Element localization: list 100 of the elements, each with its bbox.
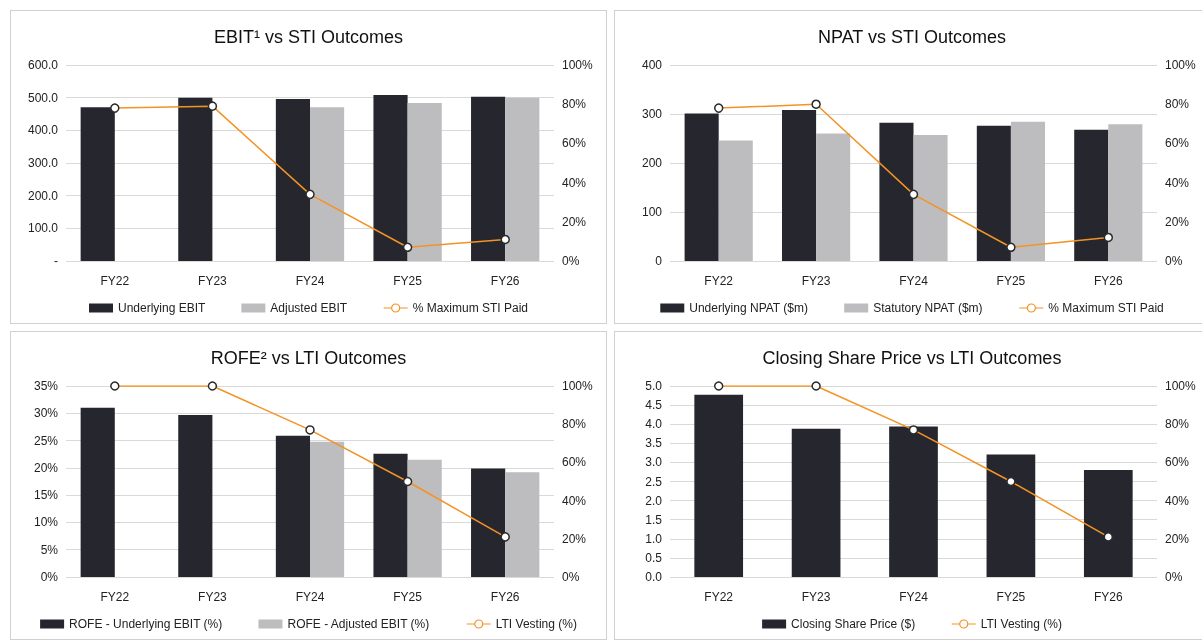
y2-tick-label: 80% [1165,417,1190,432]
bar [718,140,753,261]
y-tick-label: 35% [33,379,59,393]
bar [407,459,442,577]
y-tick-label: 15% [33,488,59,503]
y-tick-label: 500.0 [27,90,59,105]
x-tick-label: FY26 [1093,590,1123,604]
y-tick-label: 0 [655,254,663,268]
bar [816,133,851,261]
y2-tick-label: 100% [1165,58,1197,72]
legend-label: ROFE - Adjusted EBIT (%) [287,617,430,631]
legend-label: Adjusted EBIT [270,301,348,315]
y-tick-label: 400 [641,58,663,72]
x-tick-label: FY24 [295,274,325,288]
x-tick-label: FY22 [100,590,130,604]
x-tick-label: FY26 [490,274,520,288]
chart-title: Closing Share Price vs LTI Outcomes [762,348,1062,368]
y2-tick-label: 60% [1165,455,1190,470]
legend-label: Underlying NPAT ($m) [689,301,808,315]
x-tick-label: FY22 [704,590,734,604]
y-tick-label: 4.5 [645,398,663,413]
y2-tick-label: 40% [562,175,587,190]
y-tick-label: 2.5 [645,474,663,489]
y-tick-label: 1.5 [645,512,663,527]
legend-label: LTI Vesting (%) [495,617,577,631]
y-tick-label: 10% [33,515,59,530]
y2-tick-label: 60% [562,136,587,151]
y2-tick-label: 100% [1165,379,1197,393]
x-tick-label: FY26 [490,590,520,604]
y2-tick-label: 80% [1165,97,1190,112]
y-tick-label: 5% [40,542,59,557]
y-tick-label: 200 [641,156,663,170]
x-tick-label: FY22 [704,274,734,288]
bar [889,426,938,577]
bar [1074,129,1109,261]
y-tick-label: 400.0 [27,123,59,138]
y-tick-label: 100 [641,205,663,219]
x-tick-label: FY25 [393,590,423,604]
x-tick-label: FY25 [393,274,423,288]
x-tick-label: FY23 [198,274,228,288]
y2-tick-label: 0% [1165,570,1183,584]
y2-tick-label: 100% [562,379,594,393]
y2-tick-label: 60% [562,455,587,470]
y2-tick-label: 0% [1165,254,1183,268]
bar [505,472,540,577]
y-tick-label: 20% [33,460,59,475]
bar [986,454,1036,577]
x-tick-label: FY23 [801,590,831,604]
bar [1108,124,1143,261]
x-tick-label: FY24 [295,590,325,604]
y-tick-label: 300 [641,107,663,121]
bar [310,441,345,577]
x-tick-label: FY24 [899,274,929,288]
y2-tick-label: 60% [1165,136,1190,151]
y-tick-label: 5.0 [645,379,663,393]
y-tick-label: 25% [33,433,59,448]
y2-tick-label: 20% [1165,531,1190,546]
y2-tick-label: 40% [562,493,587,508]
legend-label: % Maximum STI Paid [1048,301,1164,315]
x-tick-label: FY23 [198,590,228,604]
x-tick-label: FY23 [801,274,831,288]
y-tick-label: 600.0 [27,58,59,72]
bar [1083,470,1133,577]
x-tick-label: FY25 [996,274,1026,288]
y2-tick-label: 20% [562,214,587,229]
y-tick-label: 100.0 [27,221,59,236]
y2-tick-label: 80% [562,417,587,432]
y2-tick-label: 0% [562,570,580,584]
y-tick-label: 200.0 [27,188,59,203]
y2-tick-label: 0% [562,254,580,268]
x-tick-label: FY26 [1093,274,1123,288]
legend-label: ROFE - Underlying EBIT (%) [69,617,223,631]
bar [80,407,115,577]
y-tick-label: 2.0 [645,493,663,508]
x-tick-label: FY24 [899,590,929,604]
legend-label: Closing Share Price ($) [791,617,916,631]
legend-label: % Maximum STI Paid [412,301,529,315]
y-tick-label: 3.0 [645,455,663,470]
y-tick-label: 3.5 [645,436,663,451]
x-tick-label: FY25 [996,590,1026,604]
legend-label: LTI Vesting (%) [980,617,1062,631]
y-tick-label: 300.0 [27,156,59,170]
bar [471,468,506,577]
y-tick-label: - [54,254,58,268]
y-tick-label: 1.0 [645,531,663,546]
bar [913,135,948,261]
y-tick-label: 0% [40,570,59,584]
y2-tick-label: 20% [1165,214,1190,229]
y2-tick-label: 40% [1165,175,1190,190]
y2-tick-label: 20% [562,531,587,546]
x-tick-label: FY22 [100,274,130,288]
y2-tick-label: 40% [1165,493,1190,508]
y-tick-label: 0.0 [645,570,663,584]
bar [791,428,841,577]
chart-title: NPAT vs STI Outcomes [817,27,1007,47]
bar [694,394,744,577]
bar [178,414,213,577]
chart-title: ROFE² vs LTI Outcomes [210,348,407,368]
chart-title: EBIT¹ vs STI Outcomes [213,27,404,47]
y2-tick-label: 100% [562,58,594,72]
